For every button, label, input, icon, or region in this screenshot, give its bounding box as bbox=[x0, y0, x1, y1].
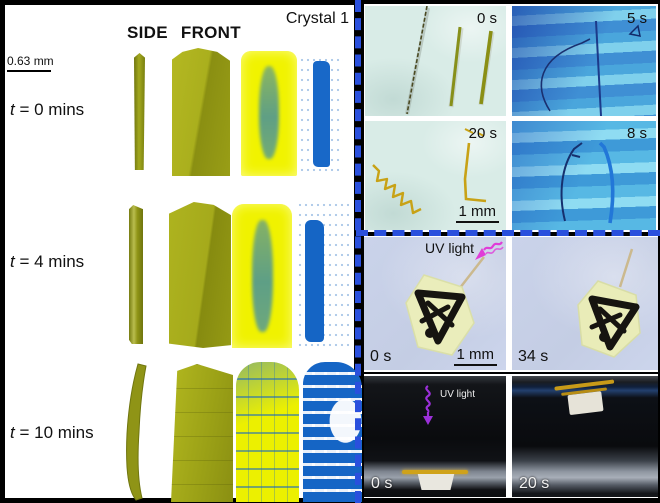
timestamp-label: 0 s bbox=[370, 348, 392, 365]
crystal-side-view-t4 bbox=[129, 205, 143, 344]
bent-needles-graphic bbox=[560, 141, 615, 224]
timestamp-label: 34 s bbox=[518, 348, 549, 365]
yellow-crystal-bar bbox=[402, 470, 468, 474]
dashed-divider-vertical bbox=[355, 0, 361, 503]
time-label-t10: t = 10 mins bbox=[10, 423, 94, 443]
crystal-number-label: Crystal 1 bbox=[285, 10, 349, 27]
needles-photo-5s: 5 s bbox=[512, 6, 656, 116]
column-headers: SIDE FRONT bbox=[127, 23, 241, 43]
needle-crystal-section: 0 s 5 s 20 s 1 mm 8 s bbox=[364, 4, 658, 232]
dashed-divider-horizontal bbox=[356, 230, 660, 236]
time-variable: t bbox=[10, 100, 15, 119]
cuvette-photo-20s: 20 s bbox=[512, 376, 658, 497]
time-variable: t bbox=[10, 252, 15, 271]
floating-crystal-object bbox=[402, 468, 470, 492]
uv-floating-section: UV light 0 s 20 s bbox=[364, 374, 658, 498]
marked-flake-graphic bbox=[577, 248, 641, 358]
coiled-crystals-photo-20s: 20 s 1 mm bbox=[365, 121, 506, 230]
needle-crystals-graphic bbox=[405, 6, 495, 115]
uv-wave-arrow-icon bbox=[475, 241, 504, 260]
time-value: = 10 mins bbox=[14, 423, 94, 442]
crystal-map-blue-t0 bbox=[299, 55, 343, 173]
crystal-xray-yellow-t4 bbox=[232, 204, 292, 348]
front-header: FRONT bbox=[180, 23, 241, 42]
blue-streak bbox=[305, 220, 324, 342]
bending-needles-graphic bbox=[540, 20, 641, 116]
coiled-crystals-graphic bbox=[372, 128, 487, 215]
uv-light-label: UV light bbox=[425, 240, 475, 256]
time-variable: t bbox=[10, 423, 15, 442]
flake-photo-0s: UV light 0 s 1 mm bbox=[364, 237, 506, 370]
green-streak bbox=[252, 219, 273, 333]
crystal-cracked-blue-t10 bbox=[303, 362, 362, 502]
timestamp-label: 0 s bbox=[371, 475, 393, 492]
time-label-t0: t = 0 mins bbox=[10, 100, 84, 120]
crystal-front-view-t4 bbox=[169, 202, 231, 348]
scale-bar-1mm: 1 mm bbox=[453, 346, 497, 366]
marked-flake-graphic bbox=[405, 256, 485, 356]
blue-streak bbox=[313, 61, 330, 167]
timestamp-label: 8 s bbox=[626, 125, 647, 142]
green-streak bbox=[258, 66, 280, 159]
side-header: SIDE bbox=[127, 23, 168, 42]
timestamp-label: 20 s bbox=[519, 475, 550, 492]
timestamp-label: 20 s bbox=[468, 125, 497, 142]
crystal-side-view-t0 bbox=[134, 53, 145, 170]
time-value: = 0 mins bbox=[14, 100, 85, 119]
timestamp-label: 5 s bbox=[626, 10, 647, 27]
crystal-front-view-t0 bbox=[172, 48, 230, 176]
crystal-front-view-t10 bbox=[171, 364, 233, 502]
flake-photo-34s: 34 s bbox=[512, 237, 658, 370]
crystal-cracked-yellow-t10 bbox=[236, 362, 299, 502]
time-value: = 4 mins bbox=[14, 252, 85, 271]
crystal-map-blue-t4 bbox=[297, 200, 349, 350]
floating-crystal-object bbox=[552, 377, 620, 421]
uv-down-arrow-icon bbox=[423, 385, 433, 425]
scale-bar-label: 0.63 mm bbox=[7, 54, 54, 68]
crystal-xray-yellow-t0 bbox=[241, 51, 297, 176]
tomography-panel: SIDE FRONT Crystal 1 0.63 mm t = 0 mins … bbox=[4, 4, 362, 502]
needles-photo-8s: 8 s bbox=[512, 121, 656, 230]
uv-flake-section: UV light 0 s 1 mm 34 s bbox=[364, 236, 658, 372]
scale-bar-1mm: 1 mm bbox=[455, 203, 499, 223]
scale-bar-line bbox=[7, 70, 51, 72]
needles-photo-0s: 0 s bbox=[365, 6, 506, 116]
white-support-block bbox=[567, 391, 604, 416]
time-label-t4: t = 4 mins bbox=[10, 252, 84, 272]
uv-light-label: UV light bbox=[440, 389, 476, 400]
timestamp-label: 0 s bbox=[476, 10, 497, 27]
white-support-block bbox=[417, 474, 455, 490]
crystal-side-view-bent-t10 bbox=[126, 363, 147, 501]
cuvette-photo-0s: UV light 0 s bbox=[364, 376, 506, 497]
